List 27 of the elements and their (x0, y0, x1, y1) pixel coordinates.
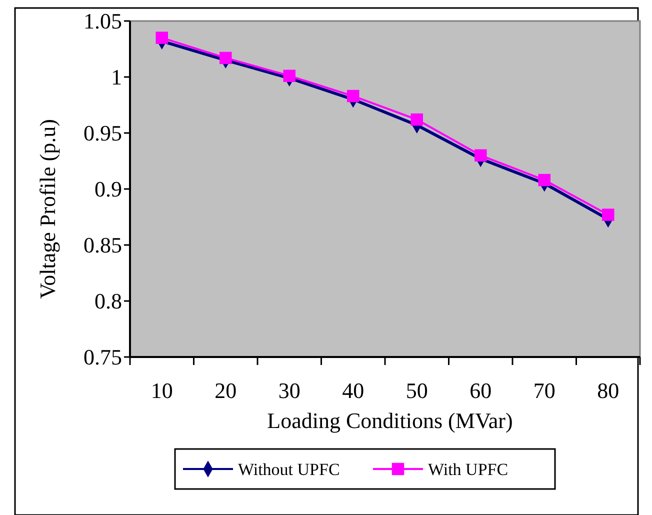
y-tick-label: 1.05 (84, 8, 122, 34)
y-tick-label: 0.75 (84, 344, 122, 370)
point (220, 52, 232, 64)
point (283, 70, 296, 82)
point (410, 113, 423, 126)
y-tick-label: 1 (111, 64, 122, 90)
x-tick-label: 50 (406, 378, 428, 403)
point (538, 174, 550, 186)
point (347, 90, 360, 102)
x-tick-label: 40 (342, 378, 364, 403)
legend-label: Without UPFC (238, 460, 340, 479)
y-tick-label: 0.8 (94, 288, 122, 314)
x-axis-title: Loading Conditions (MVar) (267, 408, 513, 433)
y-tick-label: 0.9 (94, 176, 122, 202)
x-tick-label: 60 (470, 378, 492, 403)
point (474, 149, 487, 162)
point (156, 32, 168, 44)
y-axis-title: Voltage Profile (p.u) (35, 119, 60, 299)
x-tick-label: 20 (214, 378, 237, 403)
x-tick-label: 70 (533, 378, 556, 403)
x-tick-label: 80 (597, 378, 620, 403)
legend-label: With UPFC (428, 460, 508, 479)
x-tick-label: 30 (278, 378, 300, 403)
point (602, 208, 614, 221)
x-tick-label: 10 (150, 378, 173, 403)
y-tick-label: 0.85 (84, 232, 122, 258)
y-tick-label: 0.95 (84, 120, 122, 146)
